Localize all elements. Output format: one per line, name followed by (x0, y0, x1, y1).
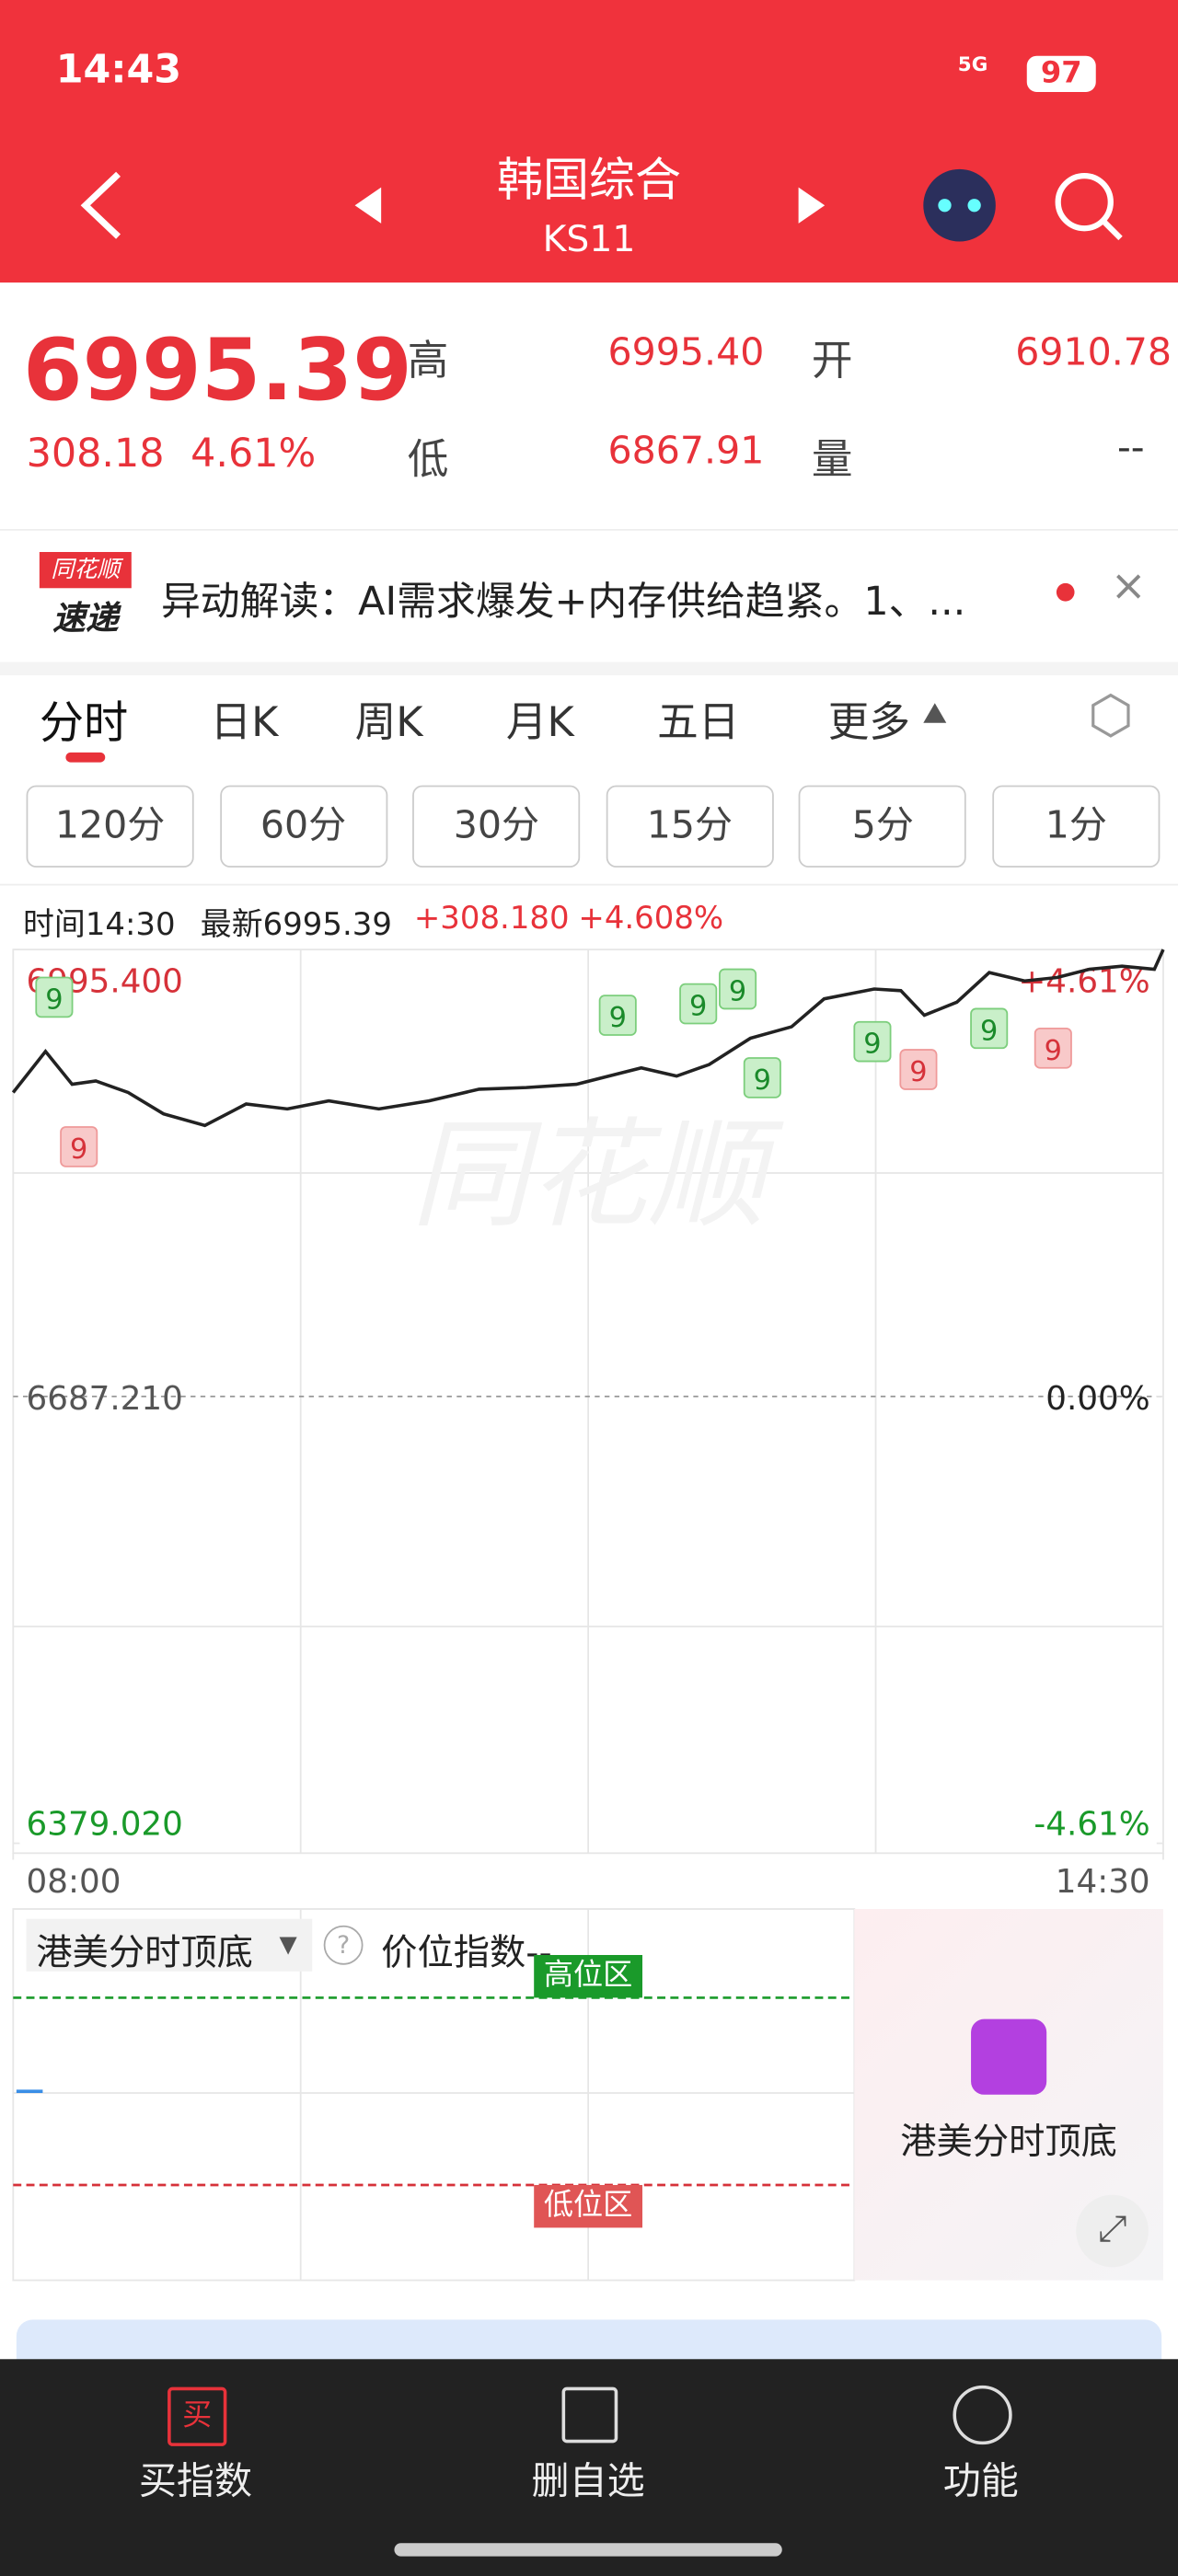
close[interactable]: × (1110, 561, 1147, 612)
tab[interactable]: 五日 (657, 697, 740, 746)
signal-label: 9 (45, 983, 63, 1016)
high-zone: 高位区 (534, 1954, 643, 1998)
label: 低 (407, 435, 449, 483)
signal-label: 9 (909, 1056, 927, 1088)
signal-label: 9 (689, 991, 707, 1023)
battery: 97 (1026, 55, 1096, 92)
period-button[interactable]: 1分 (992, 785, 1161, 868)
indicator-name[interactable]: 港美分时顶底 (36, 1933, 253, 1975)
watermark: 同花顺 (410, 1107, 784, 1244)
tab[interactable]: 月K (505, 697, 574, 746)
buy-icon: 买 (167, 2386, 227, 2446)
clock: 14:43 (55, 45, 182, 92)
change-pct: 4.61% (191, 430, 317, 477)
info-change: +308.180 (413, 900, 570, 937)
divider (0, 883, 1178, 886)
nav-item[interactable]: 删自选 (531, 2460, 645, 2504)
y-tick-label: 6379.020 (27, 1806, 183, 1844)
indicator-select[interactable] (26, 1918, 313, 1972)
price: 6995.39 (22, 321, 412, 421)
news-text[interactable]: 异动解读：AI需求爆发+内存供给趋紧。1、... (160, 578, 966, 625)
help[interactable]: ? (323, 1925, 364, 1965)
signal-box (60, 1126, 98, 1167)
signal-box (35, 976, 74, 1018)
delete-icon (561, 2386, 618, 2444)
period-button[interactable]: 30分 (412, 785, 581, 868)
y2-tick-label: -4.61% (1034, 1806, 1149, 1844)
value: 6867.91 (607, 430, 765, 474)
signal-box (598, 995, 637, 1036)
value: 6910.78 (1015, 331, 1172, 375)
news-badge: 速递 (52, 597, 119, 638)
signal-label: 9 (754, 1064, 771, 1097)
signal-label: 9 (609, 1002, 627, 1034)
signal-box (853, 1020, 892, 1063)
info-latest: 最新6995.39 (200, 906, 392, 943)
x-tick-label: 08:00 (27, 1863, 121, 1901)
promo-text[interactable]: 港美分时顶底 (900, 2122, 1117, 2164)
period-button[interactable]: 15分 (606, 785, 774, 868)
dot (1056, 582, 1075, 602)
signal-label: 9 (729, 975, 746, 1007)
promo-icon (971, 2018, 1047, 2095)
signal-label: 9 (70, 1133, 87, 1166)
title: 韩国综合 (497, 153, 681, 207)
price-line (11, 949, 1165, 1128)
nav-item[interactable]: 买指数 (138, 2460, 253, 2504)
label: 开 (811, 337, 853, 385)
low-zone: 低位区 (534, 2184, 643, 2228)
value: -- (1116, 427, 1145, 470)
index-label: 价位指数-- (381, 1933, 552, 1975)
signal-box (1034, 1027, 1072, 1069)
tab[interactable]: 分时 (39, 697, 129, 750)
period-button[interactable]: 60分 (219, 785, 387, 868)
home-indicator (394, 2543, 782, 2557)
signal-box (899, 1049, 938, 1090)
label: 量 (811, 435, 853, 483)
tab-arrow (923, 703, 947, 723)
info-time: 时间14:30 (22, 906, 176, 943)
signal-box (719, 968, 757, 1010)
func-icon (953, 2385, 1012, 2445)
y2-tick-label: 0.00% (1045, 1380, 1149, 1418)
tab[interactable]: 更多 (827, 697, 911, 746)
code: KS11 (542, 220, 636, 261)
news-bar[interactable] (0, 528, 1178, 675)
network: 5G (957, 52, 988, 76)
dropdown: ▼ (279, 1931, 297, 1959)
signal-label: 9 (980, 1015, 998, 1047)
y-tick-label: 6687.210 (27, 1380, 183, 1418)
tab[interactable]: 日K (210, 697, 279, 746)
expand[interactable]: ⤢ (1076, 2194, 1149, 2268)
header-icons (80, 168, 1123, 242)
value: 6995.40 (607, 331, 765, 375)
news-badge: 同花顺 (39, 551, 132, 589)
signal-box (743, 1057, 781, 1098)
tab-indicator (65, 752, 106, 763)
period-button[interactable]: 120分 (26, 785, 194, 868)
change: 308.18 (26, 430, 165, 477)
signal-label: 9 (863, 1029, 881, 1061)
tab[interactable]: 周K (354, 697, 423, 746)
period-button[interactable]: 5分 (799, 785, 967, 868)
signal-label: 9 (1045, 1035, 1062, 1067)
signal-box (970, 1007, 1009, 1050)
label: 高 (407, 337, 449, 385)
nav-item[interactable]: 功能 (942, 2460, 1019, 2504)
settings[interactable]: ⬡ (1087, 683, 1134, 746)
info-pct: +4.608% (578, 900, 724, 937)
signal-box (679, 983, 718, 1025)
x-tick-label: 14:30 (1056, 1863, 1150, 1901)
header (0, 0, 1178, 283)
